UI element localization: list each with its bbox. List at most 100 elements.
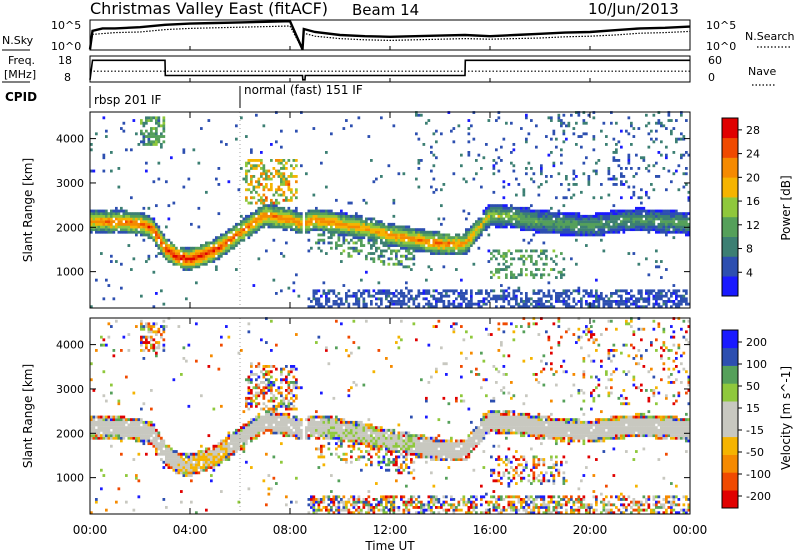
velocity-cell	[112, 415, 116, 419]
power-cell	[310, 220, 313, 224]
power-cell	[212, 252, 216, 255]
power-cell	[652, 222, 656, 226]
power-cell	[470, 292, 473, 295]
power-cell	[427, 265, 431, 269]
velocity-cell	[190, 458, 193, 461]
power-cell	[435, 300, 438, 303]
velocity-cell	[275, 426, 278, 430]
power-cell	[640, 196, 643, 200]
power-cell	[497, 252, 501, 255]
power-cell	[655, 217, 658, 221]
power-cell	[160, 252, 163, 255]
power-cell	[467, 236, 471, 240]
power-cell	[632, 209, 636, 213]
velocity-cell	[142, 357, 146, 360]
power-cell	[657, 289, 661, 293]
power-cell	[150, 132, 153, 136]
power-cell	[255, 180, 258, 184]
power-cell	[332, 230, 336, 234]
power-cell	[685, 302, 688, 306]
power-cell	[152, 230, 156, 234]
power-cell	[182, 265, 186, 269]
power-cell	[585, 230, 588, 234]
power-cell	[377, 305, 381, 309]
velocity-cell	[162, 330, 166, 334]
velocity-cell	[217, 442, 221, 446]
power-cell	[402, 244, 406, 247]
power-cell	[495, 148, 498, 152]
power-cell	[200, 252, 203, 255]
velocity-cell	[290, 367, 293, 371]
power-cell	[540, 167, 543, 170]
power-cell	[292, 214, 296, 218]
velocity-cell	[225, 458, 228, 461]
power-cell	[620, 129, 623, 133]
power-cell	[537, 228, 541, 232]
power-cell	[365, 225, 368, 229]
power-cell	[362, 292, 366, 295]
velocity-cell	[180, 452, 183, 456]
power-cell	[395, 257, 398, 261]
velocity-cell	[117, 402, 121, 406]
power-cell	[240, 222, 243, 226]
power-cell	[155, 127, 158, 130]
power-cell	[260, 225, 263, 229]
power-cell	[450, 289, 453, 293]
velocity-cell	[325, 431, 328, 435]
power-cell	[667, 225, 671, 229]
power-cell	[427, 233, 431, 237]
velocity-cell	[300, 431, 303, 435]
power-cell	[282, 167, 286, 170]
velocity-cell	[160, 452, 163, 456]
power-cell	[315, 209, 318, 213]
velocity-cell	[337, 500, 341, 504]
power-cell	[100, 214, 103, 218]
power-cell	[347, 233, 351, 237]
power-cell	[270, 143, 273, 146]
power-cell	[635, 297, 638, 301]
velocity-cell	[342, 423, 346, 427]
power-cell	[122, 212, 126, 216]
velocity-cell	[317, 508, 321, 512]
power-cell	[545, 228, 548, 232]
power-cell	[145, 119, 148, 122]
power-cell	[652, 217, 656, 221]
velocity-cell	[205, 466, 208, 469]
power-cell	[157, 119, 161, 122]
power-cell	[475, 236, 478, 240]
velocity-cell	[135, 434, 138, 438]
power-cell	[587, 228, 591, 232]
power-cell	[342, 236, 346, 240]
power-cell	[392, 302, 396, 306]
velocity-cell	[282, 420, 286, 424]
power-cell	[627, 217, 631, 221]
power-cell	[502, 268, 506, 271]
velocity-cell	[100, 423, 103, 427]
velocity-cell	[265, 391, 268, 395]
power-cell	[640, 206, 643, 210]
power-cell	[555, 222, 558, 226]
power-cell	[370, 257, 373, 261]
power-cell	[600, 238, 603, 242]
power-cell	[602, 305, 606, 309]
power-cell	[667, 220, 671, 224]
velocity-cell	[212, 444, 216, 448]
power-cell	[585, 217, 588, 221]
velocity-cell	[332, 428, 336, 432]
velocity-cell	[280, 373, 283, 376]
power-cell	[330, 209, 333, 213]
velocity-cell	[177, 468, 181, 472]
power-cell	[585, 156, 588, 160]
power-cell	[525, 214, 528, 218]
cpid-label: CPID	[5, 90, 37, 104]
velocity-cell	[317, 447, 321, 451]
power-cell	[312, 209, 316, 213]
power-cell	[432, 294, 436, 298]
power-cell	[102, 230, 106, 234]
velocity-cell	[255, 396, 258, 400]
power-cell	[215, 241, 218, 245]
velocity-cell	[272, 418, 276, 422]
power-cell	[605, 225, 608, 229]
power-cell	[257, 177, 261, 181]
power-cell	[610, 177, 613, 181]
